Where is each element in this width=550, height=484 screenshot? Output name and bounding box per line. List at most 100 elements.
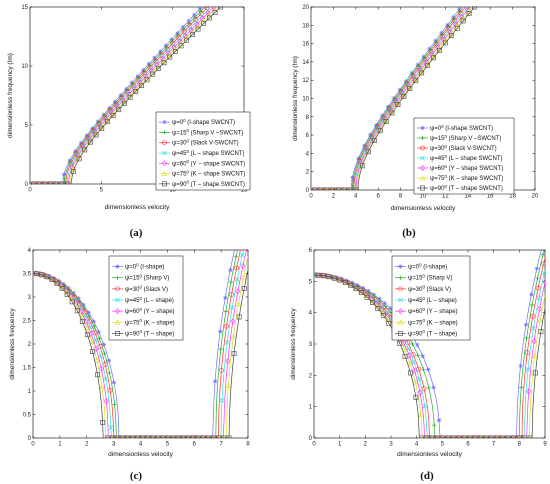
series-point xyxy=(86,136,92,143)
series-point xyxy=(342,280,348,285)
series-point xyxy=(95,119,101,124)
series-point xyxy=(336,187,342,190)
series-point xyxy=(431,55,436,61)
series-point xyxy=(184,37,190,43)
series-point xyxy=(92,324,97,329)
y-tick-label: 2 xyxy=(306,170,310,176)
series-point xyxy=(330,187,336,190)
series-point xyxy=(120,435,126,438)
x-tick-label: 3 xyxy=(389,442,393,448)
series-point xyxy=(489,435,495,438)
series-point xyxy=(95,372,100,378)
series-point xyxy=(380,312,386,318)
x-tick-label: 2 xyxy=(85,442,89,448)
series-point xyxy=(226,435,232,438)
series-point xyxy=(90,349,95,354)
series-point xyxy=(197,6,203,11)
x-tick-label: 0 xyxy=(31,442,35,448)
legend-marker xyxy=(420,155,425,161)
series-point xyxy=(522,435,528,438)
series-point xyxy=(419,70,425,76)
series-point xyxy=(527,435,533,438)
legend-entry-0: ψ=00 (I-shape) xyxy=(408,262,447,270)
y-tick-label: 5 xyxy=(309,279,313,285)
legend-label: (T – shape) xyxy=(425,331,457,337)
series-point xyxy=(354,187,359,190)
y-tick-label: 3 xyxy=(309,342,313,348)
series-point xyxy=(206,12,212,18)
legend-entry-60: ψ=600 (Y – shape SWCNT) xyxy=(172,159,245,167)
legend-marker xyxy=(161,170,168,176)
series-point xyxy=(460,18,466,24)
legend-entry-45: ψ=450 (L – shape) xyxy=(408,296,457,304)
series-point xyxy=(133,89,139,94)
legend-marker xyxy=(420,164,425,172)
legend-degree: 0 xyxy=(139,296,142,301)
legend-entry-15: ψ=150 (Sharp V –SWCNT) xyxy=(172,128,243,136)
series-point xyxy=(415,353,421,358)
series-point xyxy=(383,119,389,124)
series-point xyxy=(324,187,330,190)
series-point xyxy=(101,342,106,347)
series-point xyxy=(103,116,109,123)
series-point xyxy=(349,280,355,285)
series-point xyxy=(439,30,444,36)
legend-entry-15: ψ=150 (Sharp V) xyxy=(408,274,452,282)
series-point xyxy=(93,132,99,138)
y-tick-label: 0 xyxy=(28,436,32,442)
series-point xyxy=(235,288,241,295)
series-group xyxy=(30,6,224,184)
legend-label: (K – shape SWCNT) xyxy=(447,176,503,182)
series-point xyxy=(112,99,118,104)
series-point xyxy=(326,274,332,280)
legend-angle: ψ=60 xyxy=(430,166,445,172)
series-point xyxy=(519,385,524,390)
series-point xyxy=(446,435,451,438)
series-point xyxy=(71,169,76,174)
y-tick-label: 12 xyxy=(302,78,309,84)
series-point xyxy=(382,301,387,306)
legend-label: (T – shape SWCNT) xyxy=(189,182,245,188)
legend-degree: 0 xyxy=(186,139,189,144)
series-point xyxy=(395,102,401,107)
series-point xyxy=(391,96,397,101)
series-point xyxy=(416,376,422,382)
x-tick-label: 6 xyxy=(466,442,470,448)
series-point xyxy=(218,6,224,10)
series-point xyxy=(473,435,479,438)
series-point xyxy=(42,181,48,184)
legend-entry-75: ψ=750 (K – shape) xyxy=(408,318,458,326)
legend-marker xyxy=(162,150,167,156)
series-point xyxy=(111,380,117,385)
series-point xyxy=(540,252,545,257)
y-tick-label: 8 xyxy=(306,115,310,121)
x-tick-label: 3 xyxy=(112,442,116,448)
series-point xyxy=(359,290,364,296)
series-point xyxy=(413,78,419,84)
series-point xyxy=(352,283,358,290)
series-point xyxy=(360,285,366,290)
series-point xyxy=(383,304,388,309)
series-point xyxy=(201,21,207,26)
series-point xyxy=(426,367,431,372)
series-point xyxy=(225,382,231,388)
legend-entry-90: ψ=900 (T – shape SWCNT) xyxy=(430,184,503,192)
x-tick-label: 0 xyxy=(28,188,32,194)
legend-entry-0: ψ=00 (I-shape SWCNT) xyxy=(172,118,235,126)
series-point xyxy=(377,296,382,301)
series-point xyxy=(229,305,235,310)
series-point xyxy=(44,274,50,280)
series-point xyxy=(410,341,415,347)
legend-label: (I-shape SWCNT) xyxy=(186,120,235,126)
series-point xyxy=(231,351,237,357)
legend-angle: ψ=75 xyxy=(172,172,187,178)
series-point xyxy=(90,126,95,131)
series-point xyxy=(236,314,242,320)
series-point xyxy=(39,272,45,278)
legend-entry-45: ψ=450 (L – shape SWCNT) xyxy=(172,149,244,157)
series-point xyxy=(537,305,543,312)
series-point xyxy=(413,394,419,400)
caption-c: (c) xyxy=(130,470,143,482)
series-point xyxy=(241,286,247,291)
legend-marker xyxy=(162,130,167,135)
